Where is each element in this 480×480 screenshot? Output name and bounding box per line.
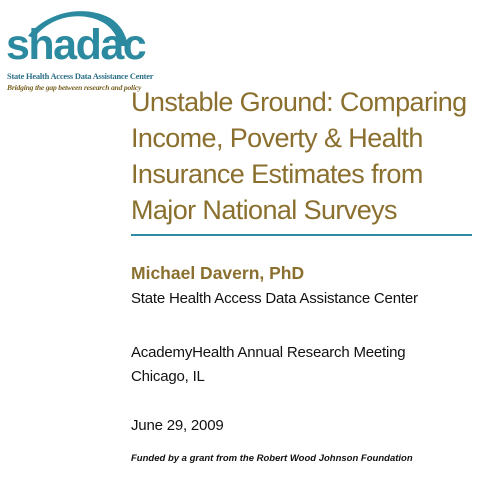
funding-note: Funded by a grant from the Robert Wood J…	[131, 453, 413, 464]
title-line: Income, Poverty & Health	[131, 123, 423, 153]
meeting-name: AcademyHealth Annual Research Meeting	[131, 344, 406, 361]
presenter-organization: State Health Access Data Assistance Cent…	[131, 290, 418, 307]
logo-subtitle: State Health Access Data Assistance Cent…	[7, 72, 154, 81]
logo-tagline: Bridging the gap between research and po…	[7, 83, 142, 92]
logo-wordmark: shadac	[6, 21, 147, 69]
title-divider	[131, 234, 472, 236]
title-line: Unstable Ground: Comparing	[131, 87, 467, 117]
presentation-date: June 29, 2009	[131, 417, 224, 434]
logo-arc-icon	[28, 11, 128, 46]
meeting-location: Chicago, IL	[131, 368, 205, 385]
presenter-name: Michael Davern, PhD	[131, 263, 305, 283]
shadac-logo: shadac State Health Access Data Assistan…	[6, 6, 153, 92]
title-line: Insurance Estimates from	[131, 159, 423, 189]
title-line: Major National Surveys	[131, 195, 398, 225]
slide-title: Unstable Ground: Comparing Income, Pover…	[131, 84, 476, 228]
